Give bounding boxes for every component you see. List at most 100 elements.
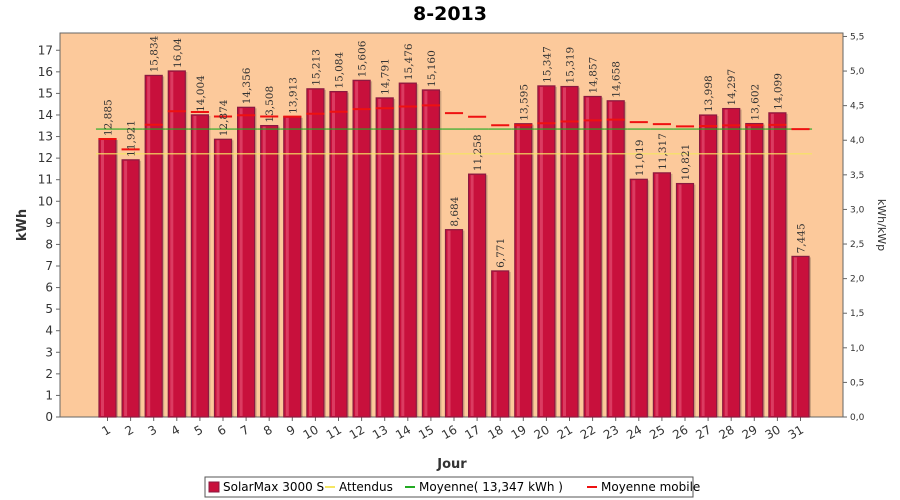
y-tick-label: 10 bbox=[38, 194, 53, 208]
y-tick-label: 15 bbox=[38, 86, 53, 100]
y2-tick-label: 1,0 bbox=[850, 344, 865, 354]
y2-tick-label: 1,5 bbox=[850, 309, 864, 319]
x-tick-label: 18 bbox=[485, 422, 505, 442]
y-tick-label: 4 bbox=[45, 324, 53, 338]
bar-value-label: 16,04 bbox=[172, 38, 184, 68]
y2-axis-label: kWh/kWp bbox=[875, 199, 888, 251]
y2-tick-label: 5,5 bbox=[850, 32, 864, 42]
bar-highlight bbox=[424, 90, 428, 416]
bar-value-label: 14,658 bbox=[611, 61, 623, 98]
x-tick-label: 2 bbox=[122, 422, 136, 438]
bar-value-label: 14,356 bbox=[241, 67, 253, 104]
x-tick-label: 12 bbox=[347, 422, 367, 442]
bar-value-label: 15,213 bbox=[310, 49, 322, 86]
bar-highlight bbox=[378, 98, 382, 416]
bar-value-label: 11,921 bbox=[126, 120, 138, 157]
bar-value-label: 15,606 bbox=[357, 40, 369, 77]
y-tick-label: 7 bbox=[45, 259, 53, 273]
y-tick-label: 5 bbox=[45, 302, 53, 316]
y2-tick-label: 5,0 bbox=[850, 67, 865, 77]
bar-highlight bbox=[563, 87, 566, 416]
x-tick-label: 6 bbox=[215, 422, 229, 438]
y-tick-label: 9 bbox=[45, 216, 53, 230]
y-tick-label: 1 bbox=[45, 388, 53, 402]
y2-tick-label: 3,5 bbox=[850, 171, 864, 181]
bar-highlight bbox=[632, 180, 636, 416]
y2-axis: 0,0 0,5 1,0 1,5 2,0 2,5 3,0 3,5 4,0 4,5 5,0 5,5 bbox=[843, 32, 865, 423]
bar-series bbox=[98, 70, 811, 418]
x-tick-label: 24 bbox=[624, 422, 644, 442]
x-tick-label: 29 bbox=[740, 422, 760, 442]
legend-label: Moyenne mobile bbox=[601, 480, 700, 494]
y2-tick-label: 2,0 bbox=[850, 275, 865, 285]
legend-label: SolarMax 3000 S bbox=[223, 480, 324, 494]
bar-value-label: 13,913 bbox=[287, 77, 299, 114]
bar-value-label: 13,602 bbox=[749, 84, 761, 121]
x-tick-label: 15 bbox=[416, 422, 436, 442]
y-tick-label: 3 bbox=[45, 345, 53, 359]
bar-highlight bbox=[770, 113, 774, 416]
bar-highlight bbox=[262, 126, 266, 416]
bar-highlight bbox=[355, 81, 359, 416]
bar-value-label: 6,771 bbox=[495, 238, 507, 268]
bar-highlight bbox=[193, 115, 197, 416]
legend-box bbox=[204, 476, 694, 498]
x-tick-label: 10 bbox=[301, 422, 321, 442]
x-axis-label: Jour bbox=[436, 457, 467, 472]
bar-value-label: 14,791 bbox=[380, 58, 392, 95]
bar-value-label: 13,595 bbox=[518, 84, 530, 121]
bar-highlight bbox=[101, 140, 104, 416]
x-tick-label: 26 bbox=[670, 422, 690, 442]
legend: SolarMax 3000 S Attendus Moyenne( 13,347 k… bbox=[204, 476, 700, 498]
bar-value-label: 11,019 bbox=[634, 140, 646, 177]
x-tick-label: 1 bbox=[99, 422, 113, 438]
bar-highlight bbox=[239, 108, 243, 416]
bar-value-label: 8,684 bbox=[449, 196, 461, 226]
x-tick-label: 11 bbox=[324, 422, 344, 442]
y2-tick-label: 3,0 bbox=[850, 205, 865, 215]
x-tick-label: 8 bbox=[261, 422, 275, 438]
bar-highlight bbox=[516, 124, 520, 417]
x-tick-label: 28 bbox=[716, 422, 736, 442]
bar-highlight bbox=[539, 86, 543, 417]
x-tick-label: 13 bbox=[370, 422, 390, 442]
line-series bbox=[95, 104, 813, 155]
y-tick-label: 0 bbox=[45, 410, 53, 424]
bar-highlight bbox=[678, 184, 682, 416]
y2-tick-label: 4,5 bbox=[850, 102, 864, 112]
x-tick-label: 14 bbox=[393, 422, 413, 442]
bar-value-label: 15,319 bbox=[565, 47, 577, 84]
bar-highlight bbox=[701, 116, 705, 416]
y-tick-label: 6 bbox=[45, 281, 53, 295]
bar-highlight bbox=[216, 140, 220, 416]
bar-value-label: 10,821 bbox=[680, 144, 692, 181]
x-tick-label: 19 bbox=[509, 422, 529, 442]
x-tick-label: 31 bbox=[786, 422, 806, 442]
y2-tick-label: 4,0 bbox=[850, 136, 865, 146]
y-tick-label: 2 bbox=[45, 367, 53, 381]
y-tick-label: 13 bbox=[38, 130, 53, 144]
bar-value-label: 12,874 bbox=[218, 99, 230, 136]
bar-highlight bbox=[147, 76, 151, 416]
y2-tick-label: 0,0 bbox=[850, 413, 865, 423]
x-tick-label: 7 bbox=[238, 422, 252, 438]
x-tick-label: 22 bbox=[578, 422, 598, 442]
bar-highlight bbox=[724, 109, 728, 416]
bar-highlight bbox=[470, 175, 474, 416]
bar-value-label: 14,099 bbox=[772, 73, 784, 110]
x-tick-label: 23 bbox=[601, 422, 621, 442]
bar-value-label: 14,297 bbox=[726, 69, 738, 106]
y-tick-label: 8 bbox=[45, 237, 53, 251]
bar-highlight bbox=[794, 257, 797, 416]
bar-labels: 12,885 11,921 15,834 16,04 14,004 12,874 14,35… bbox=[103, 35, 808, 268]
bar-highlight bbox=[170, 71, 174, 416]
bar-value-label: 11,317 bbox=[657, 133, 669, 170]
bar-value-label: 15,160 bbox=[426, 50, 438, 87]
bar-highlight bbox=[493, 271, 497, 416]
bar-highlight bbox=[747, 124, 751, 416]
bar-value-label: 15,347 bbox=[541, 46, 553, 83]
x-axis: 1 2 3 4 5 6 7 8 9 10 11 12 13 14 15 16 17 18 19 20 21 22 23 24 2… bbox=[99, 417, 806, 442]
x-tick-label: 16 bbox=[439, 422, 459, 442]
